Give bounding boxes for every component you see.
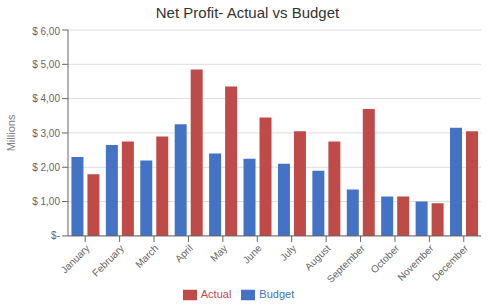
svg-text:April: April: [173, 243, 195, 265]
svg-text:Millions: Millions: [8, 114, 17, 151]
svg-text:March: March: [133, 243, 160, 270]
html-text:Actual: Actual: [200, 287, 232, 300]
html-text:Budget: Budget: [259, 287, 295, 300]
svg-text:$ 3,00: $ 3,00: [32, 128, 60, 139]
svg-text:$ 2,00: $ 2,00: [32, 162, 60, 173]
html-text:Net Profit- Actual vs Budget: Net Profit- Actual vs Budget: [155, 4, 340, 21]
svg-text:May: May: [208, 243, 229, 264]
svg-text:September: September: [325, 242, 368, 285]
svg-text:January: January: [59, 243, 92, 276]
svg-text:December: December: [430, 242, 471, 283]
svg-text:June: June: [241, 242, 264, 265]
svg-text:$-: $-: [51, 230, 60, 241]
svg-text:October: October: [368, 242, 401, 275]
svg-text:February: February: [90, 243, 126, 279]
svg-text:$ 5,00: $ 5,00: [32, 59, 60, 70]
svg-text:$ 4,00: $ 4,00: [32, 93, 60, 104]
svg-text:November: November: [395, 242, 436, 283]
svg-text:$ 6,00: $ 6,00: [32, 26, 60, 37]
svg-text:$ 1,00: $ 1,00: [32, 196, 60, 207]
svg-text:August: August: [303, 242, 333, 272]
svg-text:July: July: [278, 243, 298, 263]
